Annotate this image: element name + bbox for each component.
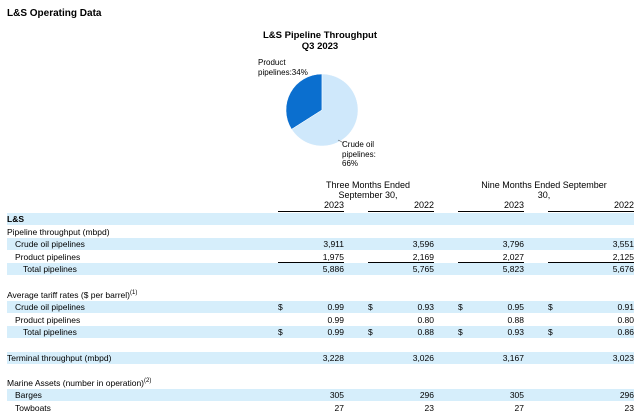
table-row: Product pipelines 1,975 2,169 2,027 2,125 xyxy=(7,251,634,263)
value-cell: 0.80 xyxy=(617,314,634,325)
value-cell: 0.99 xyxy=(327,314,344,325)
chart-title: L&S Pipeline Throughput xyxy=(263,30,377,41)
footnote-marker: (2) xyxy=(144,377,152,384)
currency-symbol: $ xyxy=(548,302,553,313)
value-cell: 0.95 xyxy=(507,302,524,313)
row-label: Barges xyxy=(15,390,42,401)
value-cell: 5,676 xyxy=(612,264,634,275)
table-row: Total pipelines $0.99 $0.88 $0.93 $0.86 xyxy=(7,326,634,339)
value-cell: 2,125 xyxy=(548,251,634,263)
value-cell: 3,167 xyxy=(502,352,524,363)
value-cell: 305 xyxy=(509,390,524,401)
value-cell: 0.88 xyxy=(417,327,434,338)
year-header: 2023 xyxy=(278,200,344,212)
value-cell: 0.91 xyxy=(617,302,634,313)
value-cell: 0.80 xyxy=(417,314,434,325)
pie-label-product: Product pipelines:34% xyxy=(258,58,308,77)
spacer-row xyxy=(7,276,634,288)
value-cell: 3,551 xyxy=(612,239,634,250)
table-row: Marine Assets (number in operation)(2) xyxy=(7,377,634,389)
section-header-row: L&S xyxy=(7,213,634,225)
table-row: Towboats 27 23 27 23 xyxy=(7,402,634,414)
row-label: L&S xyxy=(7,214,24,224)
row-label: Crude oil pipelines xyxy=(15,302,85,313)
row-label: Product pipelines xyxy=(15,251,81,262)
currency-symbol: $ xyxy=(368,327,373,338)
value-cell: 23 xyxy=(424,403,434,413)
value-cell: 296 xyxy=(419,390,434,401)
currency-symbol: $ xyxy=(278,302,283,313)
value-cell: 305 xyxy=(329,390,344,401)
value-cell: 3,796 xyxy=(502,239,524,250)
value-cell: 1,975 xyxy=(278,251,344,263)
period-header-three-months: Three Months Ended September 30, xyxy=(325,180,411,200)
value-cell: 0.88 xyxy=(507,314,524,325)
value-cell: 3,023 xyxy=(612,352,634,363)
table-row: Average tariff rates ($ per barrel)(1) xyxy=(7,289,634,301)
value-cell: 3,228 xyxy=(322,352,344,363)
value-cell: 27 xyxy=(334,403,344,413)
table-row: Pipeline throughput (mbpd) xyxy=(7,226,634,238)
table-row: Terminal throughput (mbpd) 3,228 3,026 3,16… xyxy=(7,351,634,364)
value-cell: 3,026 xyxy=(412,352,434,363)
year-header: 2022 xyxy=(548,200,634,212)
value-cell: 3,911 xyxy=(323,239,344,250)
value-cell: 2,169 xyxy=(368,251,434,263)
currency-symbol: $ xyxy=(368,302,373,313)
row-label: Pipeline throughput (mbpd) xyxy=(7,226,110,237)
row-label: Product pipelines xyxy=(15,314,81,325)
period-header-nine-months: Nine Months Ended September 30, xyxy=(481,180,607,200)
pie-leader-line xyxy=(337,139,345,144)
currency-symbol: $ xyxy=(278,327,283,338)
value-cell: 0.93 xyxy=(507,327,524,338)
table-row: Crude oil pipelines $0.99 $0.93 $0.95 $0.91 xyxy=(7,301,634,314)
value-cell: 5,765 xyxy=(412,264,434,275)
spacer-row xyxy=(7,339,634,351)
value-cell: 23 xyxy=(624,403,634,413)
pie-slice-crude xyxy=(291,73,359,147)
page-title: L&S Operating Data xyxy=(7,8,102,19)
table-row: Barges 305 296 305 296 xyxy=(7,389,634,402)
value-cell: 296 xyxy=(619,390,634,401)
row-label: Terminal throughput (mbpd) xyxy=(7,352,112,363)
currency-symbol: $ xyxy=(548,327,553,338)
pie-label-crude: Crude oil pipelines: 66% xyxy=(342,140,376,168)
value-cell: 0.93 xyxy=(417,302,434,313)
row-label: Average tariff rates ($ per barrel)(1) xyxy=(7,289,138,300)
value-cell: 5,823 xyxy=(502,264,524,275)
table-row: Crude oil pipelines 3,911 3,596 3,796 3,551 xyxy=(7,238,634,251)
row-label: Total pipelines xyxy=(23,327,77,338)
year-header: 2023 xyxy=(458,200,524,212)
row-label: Marine Assets (number in operation)(2) xyxy=(7,377,152,388)
currency-symbol: $ xyxy=(458,302,463,313)
chart-subtitle: Q3 2023 xyxy=(301,41,339,52)
value-cell: 3,596 xyxy=(412,239,434,250)
row-label: Towboats xyxy=(15,403,51,413)
spacer-row xyxy=(7,364,634,376)
table-row: Total pipelines 5,886 5,765 5,823 5,676 xyxy=(7,263,634,276)
row-label: Total pipelines xyxy=(23,264,77,275)
currency-symbol: $ xyxy=(458,327,463,338)
year-header: 2022 xyxy=(368,200,434,212)
value-cell: 0.99 xyxy=(327,302,344,313)
row-label: Crude oil pipelines xyxy=(15,239,85,250)
value-cell: 5,886 xyxy=(322,264,344,275)
footnote-marker: (1) xyxy=(130,289,138,296)
value-cell: 0.86 xyxy=(617,327,634,338)
value-cell: 27 xyxy=(514,403,524,413)
table-row: Product pipelines 0.99 0.80 0.88 0.80 xyxy=(7,314,634,326)
value-cell: 2,027 xyxy=(458,251,524,263)
value-cell: 0.99 xyxy=(327,327,344,338)
